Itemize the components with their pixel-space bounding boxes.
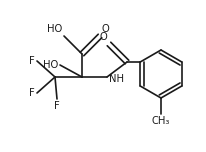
Text: CH₃: CH₃: [152, 116, 170, 126]
Text: HO: HO: [47, 24, 62, 34]
Text: F: F: [54, 101, 60, 111]
Text: O: O: [99, 32, 107, 42]
Text: HO: HO: [43, 60, 58, 70]
Text: F: F: [29, 88, 35, 98]
Text: NH: NH: [110, 74, 124, 83]
Text: F: F: [29, 56, 35, 66]
Text: O: O: [102, 24, 110, 34]
